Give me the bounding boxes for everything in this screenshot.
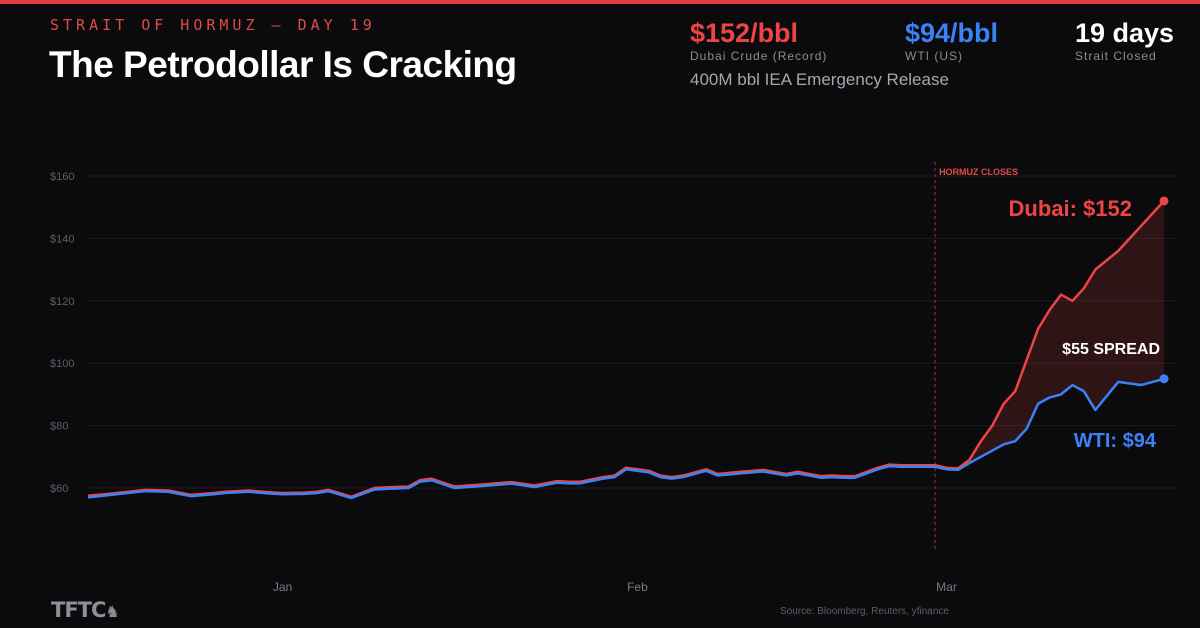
brand-logo: TFTC♞ [51,598,120,622]
stat-wti-value: $94/bbl [905,18,999,48]
wti-end-label: WTI: $94 [1074,430,1157,452]
y-tick-label: $160 [50,171,74,183]
stat-days: 19 days Strait Closed [1075,18,1174,63]
kicker-label: STRAIT OF HORMUZ — DAY 19 [50,16,376,34]
dubai-line [87,200,1165,498]
y-tick-label: $80 [50,421,68,433]
spread-area [88,200,1164,498]
wti-endpoint [1159,374,1169,384]
x-tick-label: Jan [273,580,292,594]
y-tick-label: $120 [50,296,74,308]
wti-line [87,377,1165,500]
source-note: Source: Bloomberg, Reuters, yfinance [780,606,949,617]
price-chart: $60 $80 $100 $120 $140 $160 Jan Feb Mar HORMUZ CL… [50,162,1176,594]
dubai-endpoint [1159,196,1169,206]
page-title: The Petrodollar Is Cracking [49,44,517,85]
y-tick-label: $100 [50,358,74,370]
x-tick-label: Feb [627,580,648,594]
dubai-end-label: Dubai: $152 [1009,196,1133,221]
stat-days-label: Strait Closed [1075,49,1157,63]
stat-wti-label: WTI (US) [905,49,963,63]
accent-top-bar [0,0,1200,4]
stat-days-value: 19 days [1075,18,1175,48]
y-tick-label: $140 [50,233,74,245]
subnote: 400M bbl IEA Emergency Release [690,70,949,89]
event-marker-label: HORMUZ CLOSES [939,167,1018,177]
stat-dubai: $152/bbl Dubai Crude (Record) [690,18,827,63]
stat-dubai-label: Dubai Crude (Record) [690,49,828,63]
x-tick-label: Mar [936,580,957,594]
stat-dubai-value: $152/bbl [690,18,799,48]
spread-label: $55 SPREAD [1062,341,1160,358]
stat-wti: $94/bbl WTI (US) [905,18,998,63]
y-tick-label: $60 [50,483,68,495]
